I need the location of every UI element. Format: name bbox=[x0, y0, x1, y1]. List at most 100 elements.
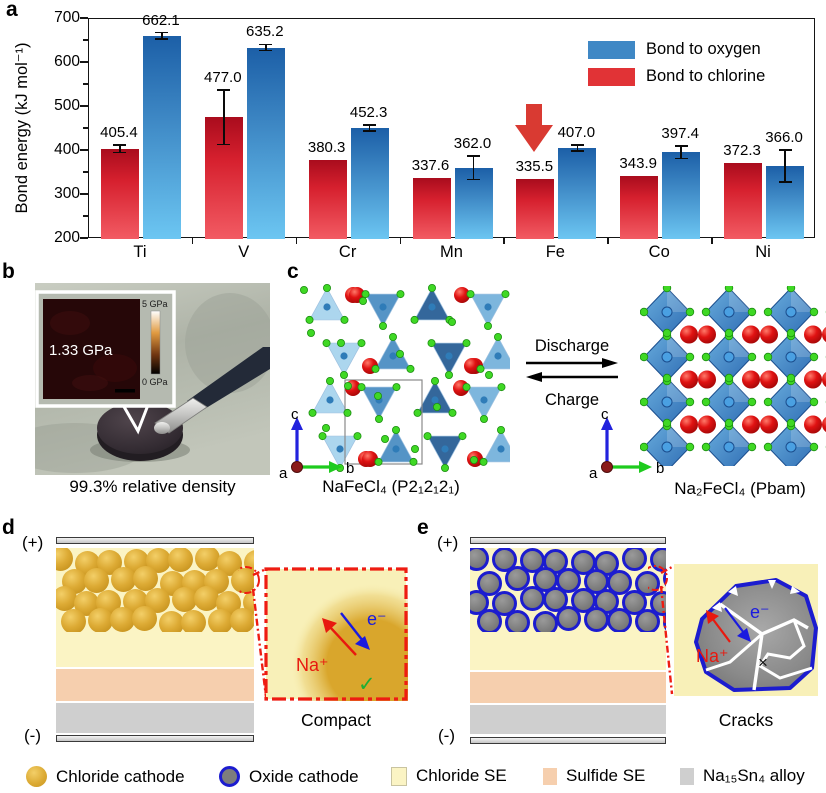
bar-Mn-chlorine bbox=[412, 178, 451, 239]
chloride-cathode-particle bbox=[244, 550, 254, 575]
category-label: V bbox=[238, 243, 250, 261]
cl-atom bbox=[318, 432, 327, 441]
cl-atom bbox=[724, 373, 734, 383]
axis-triad-left: c b a bbox=[279, 406, 354, 482]
panel-a-bond-energy-chart: a Bond energy (kJ mol⁻¹) Bond to oxygen B… bbox=[0, 0, 826, 262]
na-atom bbox=[680, 415, 698, 434]
y-minor-tick bbox=[83, 215, 88, 217]
facet bbox=[729, 423, 752, 447]
error-cap bbox=[467, 155, 480, 157]
fe-atom bbox=[389, 352, 397, 360]
cl-atom bbox=[809, 442, 819, 452]
alloy-layer bbox=[56, 703, 254, 733]
y-tick bbox=[80, 149, 88, 151]
cl-atom bbox=[701, 307, 711, 317]
na-atom bbox=[464, 358, 480, 374]
crack-line bbox=[757, 619, 813, 680]
electron-arrow-icon bbox=[355, 636, 370, 650]
axis-triad-right: c b a bbox=[589, 406, 664, 482]
cl-atom bbox=[685, 397, 695, 407]
chloride-se-layer bbox=[470, 548, 666, 670]
crystal-structure-na2fecl4 bbox=[640, 286, 826, 466]
negative-electrode-bar bbox=[470, 737, 666, 744]
error-cap bbox=[570, 144, 584, 146]
pressure-colorbar bbox=[150, 310, 161, 375]
fe-atom bbox=[484, 303, 492, 311]
fe-atom bbox=[723, 306, 735, 318]
cl-atom bbox=[427, 339, 436, 348]
cl-atom bbox=[493, 333, 502, 342]
cl-atom bbox=[701, 352, 711, 362]
na-atom bbox=[742, 415, 760, 434]
compact-particle bbox=[290, 583, 408, 701]
cl-atom bbox=[501, 290, 510, 299]
fecl4-tetrahedron bbox=[482, 429, 510, 463]
legend-label: Chloride cathode bbox=[56, 766, 185, 786]
panel-letter-e: e bbox=[417, 516, 429, 539]
y-tick bbox=[80, 61, 88, 63]
facet bbox=[791, 423, 814, 447]
error-bar bbox=[264, 44, 267, 51]
cl-atom bbox=[344, 382, 353, 391]
error-cap bbox=[363, 130, 377, 132]
electron-arrow-icon bbox=[737, 628, 751, 642]
value-label: 407.0 bbox=[557, 123, 596, 141]
x-tick bbox=[711, 238, 713, 244]
na-atom bbox=[760, 415, 778, 434]
oxide-cathode-particle bbox=[635, 609, 660, 632]
y-tick-label: 700 bbox=[54, 8, 80, 26]
legend-item: Chloride SE bbox=[391, 766, 507, 786]
cl-atom bbox=[763, 442, 773, 452]
fe-atom bbox=[785, 441, 797, 453]
chloride-cathode-particle bbox=[194, 586, 219, 611]
chloride-cathode-particle bbox=[168, 548, 193, 572]
modulus-value: 1.33 GPa bbox=[49, 342, 113, 359]
chart-legend-row: Bond to oxygen bbox=[588, 40, 765, 59]
chloride-cathode-swatch-icon bbox=[26, 766, 47, 787]
x-tick bbox=[607, 238, 609, 244]
cl-atom bbox=[763, 307, 773, 317]
compact-caption: Compact bbox=[300, 710, 372, 730]
cl-atom bbox=[432, 403, 441, 412]
na-atom bbox=[698, 370, 716, 389]
cl-atom bbox=[447, 318, 456, 327]
c-axis-label: c bbox=[601, 406, 609, 423]
unit-cell-outline bbox=[344, 379, 423, 465]
chloride-cathode-particle bbox=[133, 566, 158, 591]
facet bbox=[791, 333, 814, 357]
value-label: 366.0 bbox=[765, 129, 803, 147]
error-cap bbox=[778, 149, 792, 151]
value-label: 662.1 bbox=[142, 11, 180, 29]
value-label: 372.3 bbox=[723, 142, 761, 160]
y-minor-tick bbox=[83, 39, 88, 41]
positive-electrode-bar bbox=[470, 537, 666, 544]
chloride-cathode-particle bbox=[111, 567, 136, 592]
chart-legend-row: Bond to chlorine bbox=[588, 67, 765, 86]
value-label: 397.4 bbox=[661, 124, 699, 142]
cl-atom bbox=[406, 364, 415, 373]
error-cap bbox=[570, 150, 584, 152]
chart-legend: Bond to oxygen Bond to chlorine bbox=[588, 40, 765, 94]
c-axis-label: c bbox=[291, 406, 299, 423]
na-ion-label: Na⁺ bbox=[296, 655, 329, 675]
y-tick-label: 300 bbox=[54, 184, 80, 202]
category-label: Fe bbox=[545, 243, 565, 261]
cl-atom bbox=[662, 286, 672, 293]
oxide-cathode-particle bbox=[470, 548, 489, 571]
fe-atom bbox=[785, 351, 797, 363]
figure-legend: Chloride cathode Oxide cathode Chloride SE… bbox=[0, 760, 826, 793]
electron-label: e⁻ bbox=[750, 602, 770, 622]
category-label: Cr bbox=[338, 243, 357, 261]
chloride-cathode-particle bbox=[56, 548, 73, 571]
facet bbox=[667, 378, 690, 402]
cl-atom bbox=[640, 442, 649, 452]
cl-atom bbox=[747, 442, 757, 452]
y-tick-label: 400 bbox=[54, 140, 80, 158]
fecl4-tetrahedron bbox=[479, 336, 510, 370]
category-label: Mn bbox=[440, 243, 463, 261]
tweezers-handle bbox=[187, 347, 270, 413]
na-atom bbox=[760, 325, 778, 344]
y-axis-label: Bond energy (kJ mol⁻¹) bbox=[13, 42, 31, 214]
na-atom bbox=[698, 415, 716, 434]
